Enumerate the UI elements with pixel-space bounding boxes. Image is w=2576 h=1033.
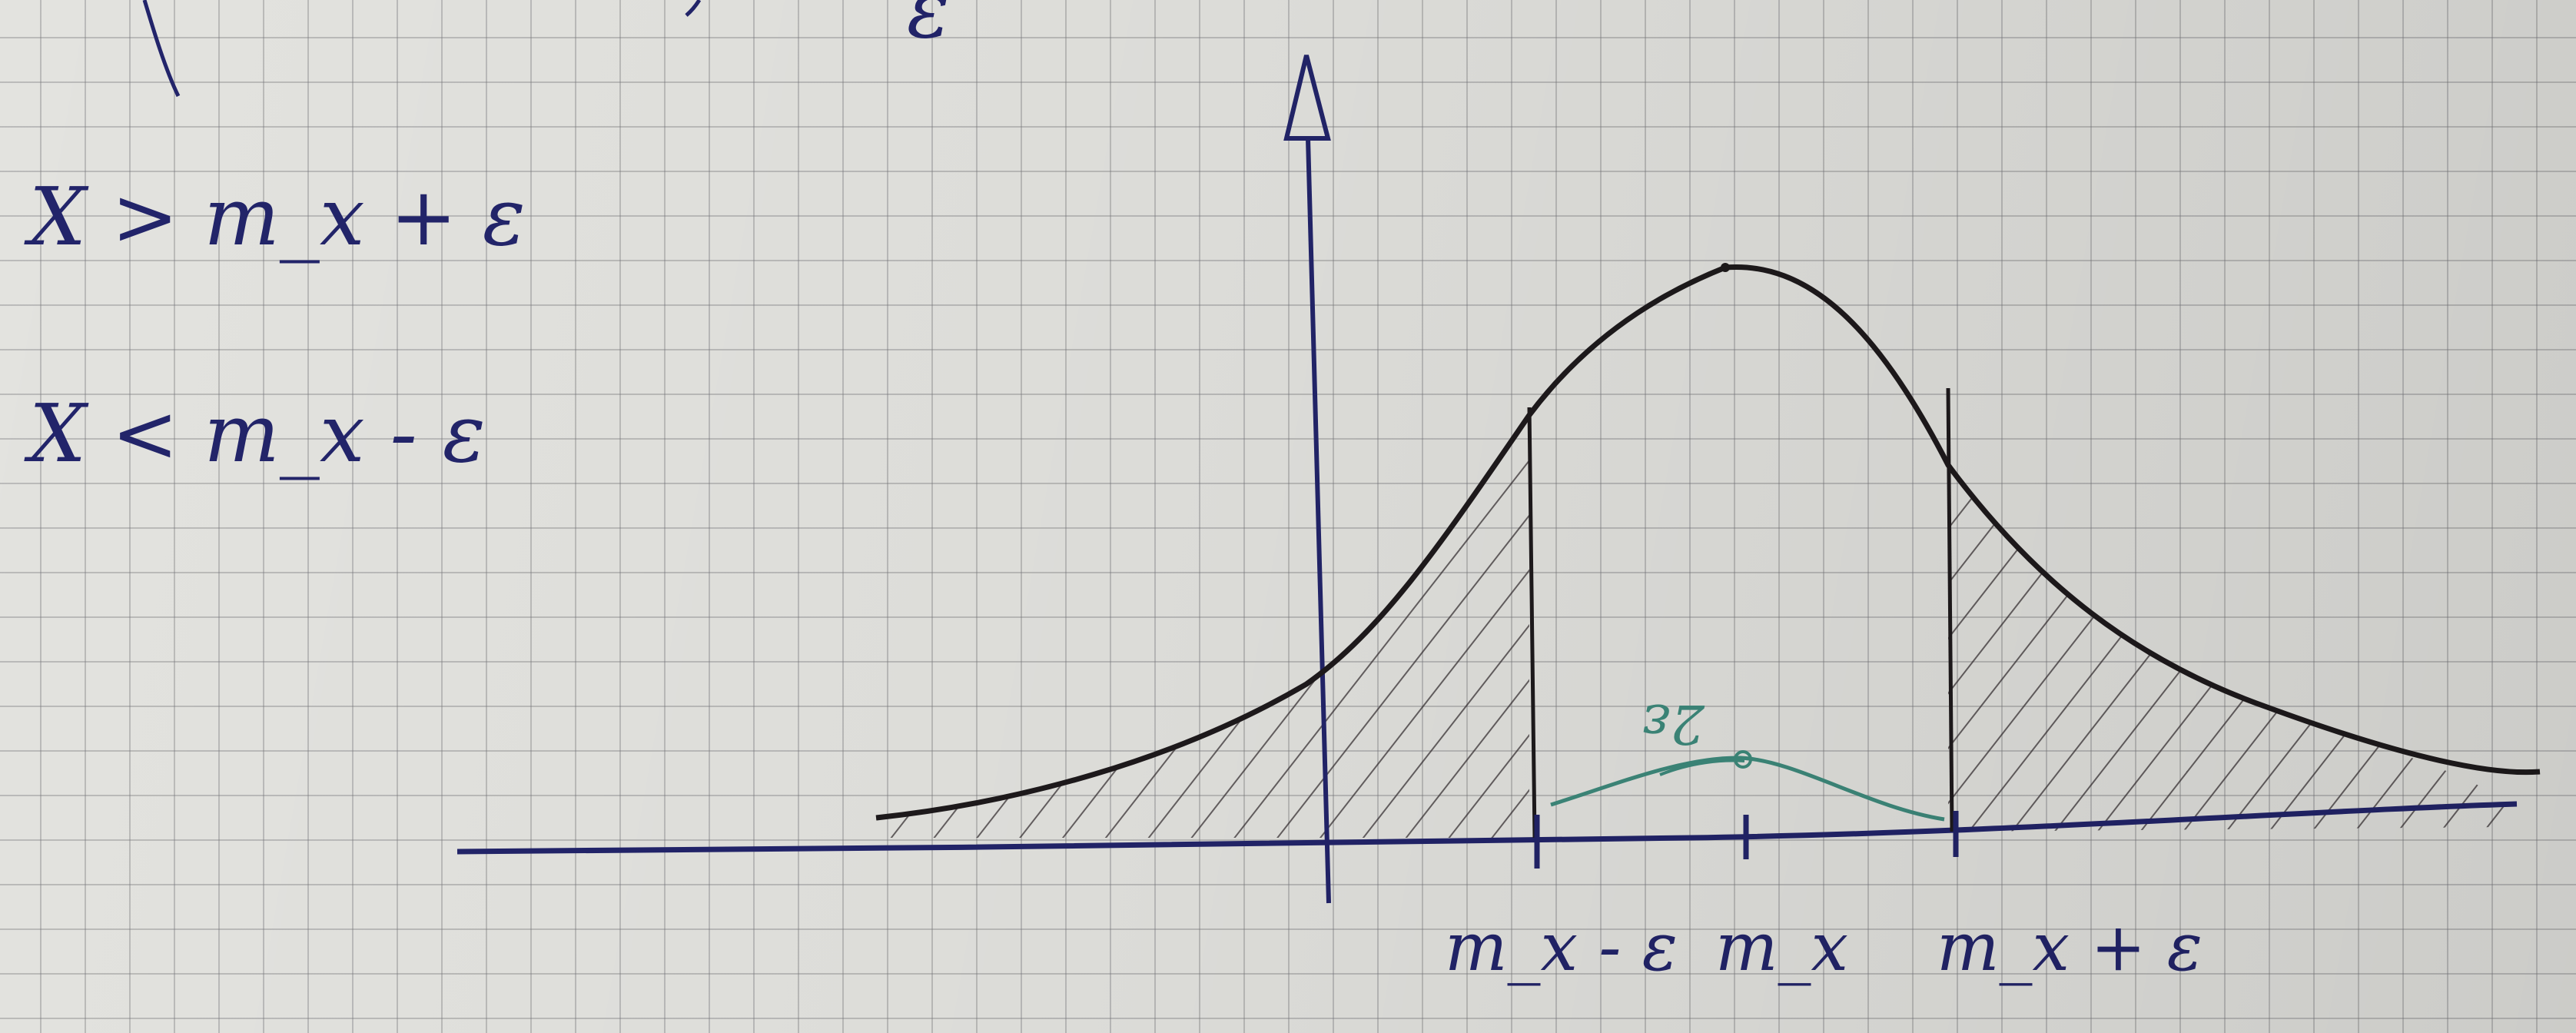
label-mx: m_x: [1715, 909, 1848, 986]
y-axis-arrow-icon: [1283, 55, 1331, 141]
right-tail-hatch: [1948, 465, 2507, 832]
fragment-stroke-mid: [685, 0, 702, 17]
label-mx-minus-eps: m_x - ε: [1445, 909, 1678, 986]
right-boundary-line: [1946, 387, 1954, 832]
x-axis: [456, 801, 2518, 855]
note-top-fragment: ε: [907, 0, 950, 56]
fragment-stroke-left: [142, 0, 181, 98]
label-2-epsilon: 2ε: [1642, 693, 1705, 756]
left-boundary-line: [1527, 407, 1537, 839]
green-center-dot: [1734, 750, 1752, 769]
left-tail-hatch: [876, 415, 1529, 838]
curve-peak-dot: [1721, 263, 1730, 272]
y-axis: [1306, 138, 1331, 904]
note-x-greater: X > m_x + ε: [24, 170, 526, 264]
label-mx-plus-eps: m_x + ε: [1937, 909, 2203, 986]
note-x-less: X < m_x - ε: [24, 387, 486, 480]
green-interval-arc: [1550, 756, 1945, 822]
